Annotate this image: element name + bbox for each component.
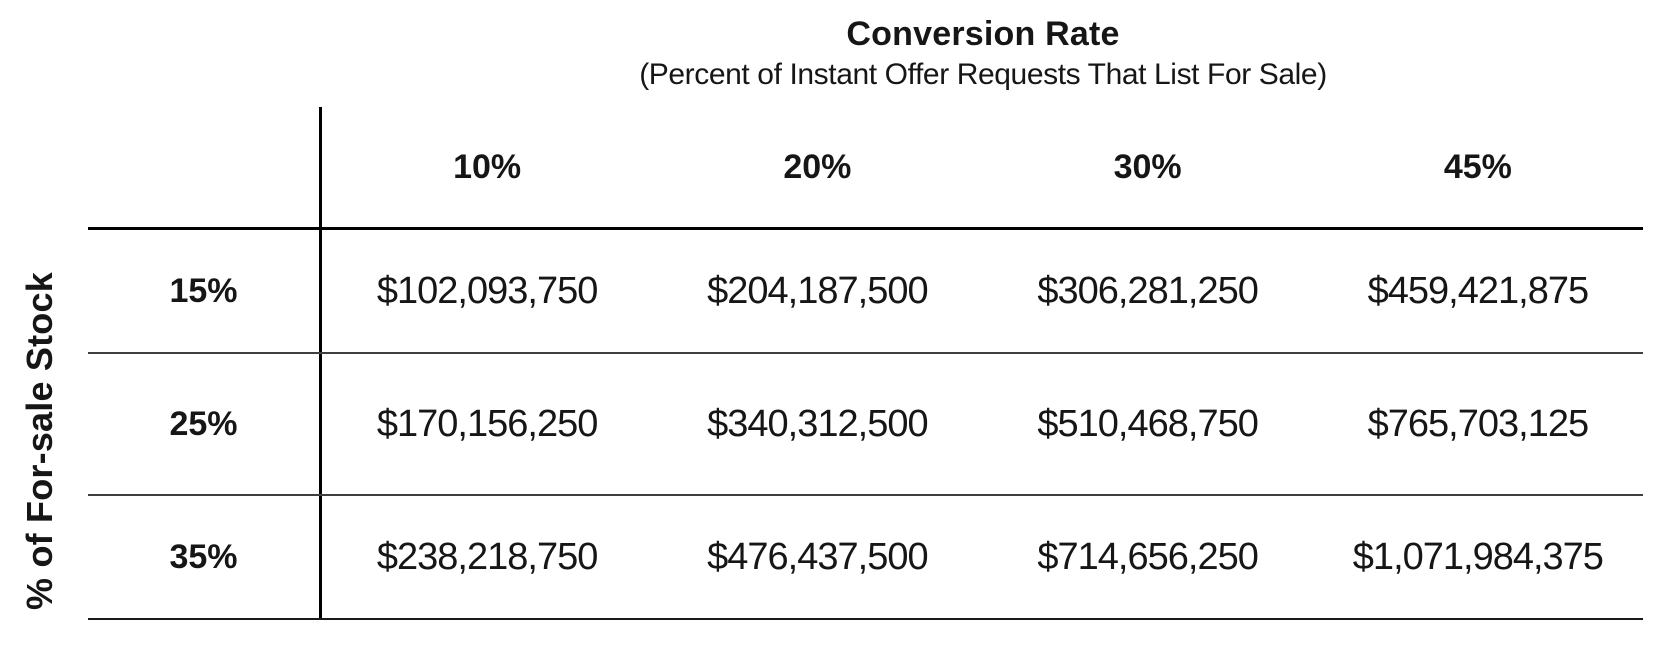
table-cell: $510,468,750 <box>1037 402 1258 445</box>
row-header: 35% <box>88 496 322 618</box>
table-cell: $1,071,984,375 <box>1352 535 1604 578</box>
page-title: Conversion Rate <box>846 15 1120 53</box>
corner-cell <box>88 107 322 227</box>
row-header: 25% <box>88 354 322 494</box>
table-cell: $204,187,500 <box>707 269 928 312</box>
table-cell: $714,656,250 <box>1037 535 1258 578</box>
table-cell: $340,312,500 <box>707 402 928 445</box>
table-header-row: 10% 20% 30% 45% <box>88 107 1643 230</box>
title-block: Conversion Rate (Percent of Instant Offe… <box>322 15 1644 92</box>
page-subtitle: (Percent of Instant Offer Requests That … <box>639 58 1327 92</box>
table-cell: $765,703,125 <box>1367 402 1589 445</box>
table-cell: $238,218,750 <box>376 535 598 578</box>
row-axis-label: % of For-sale Stock <box>19 272 60 610</box>
table-row: 25% $170,156,250 $340,312,500 $510,468,7… <box>88 354 1643 496</box>
column-header: 45% <box>1443 147 1512 186</box>
table-cell: $459,421,875 <box>1367 269 1589 312</box>
table-cell: $102,093,750 <box>376 269 598 312</box>
table-row: 35% $238,218,750 $476,437,500 $714,656,2… <box>88 496 1643 620</box>
column-header: 10% <box>453 147 522 186</box>
sensitivity-table: 10% 20% 30% 45% 15% $102,093,750 $204,18… <box>88 107 1643 620</box>
table-cell: $170,156,250 <box>376 402 598 445</box>
table-cell: $306,281,250 <box>1037 269 1258 312</box>
table-row: 15% $102,093,750 $204,187,500 $306,281,2… <box>88 230 1643 354</box>
column-header: 20% <box>783 147 852 186</box>
column-header: 30% <box>1113 147 1182 186</box>
table-cell: $476,437,500 <box>707 535 928 578</box>
row-header: 15% <box>88 230 322 352</box>
